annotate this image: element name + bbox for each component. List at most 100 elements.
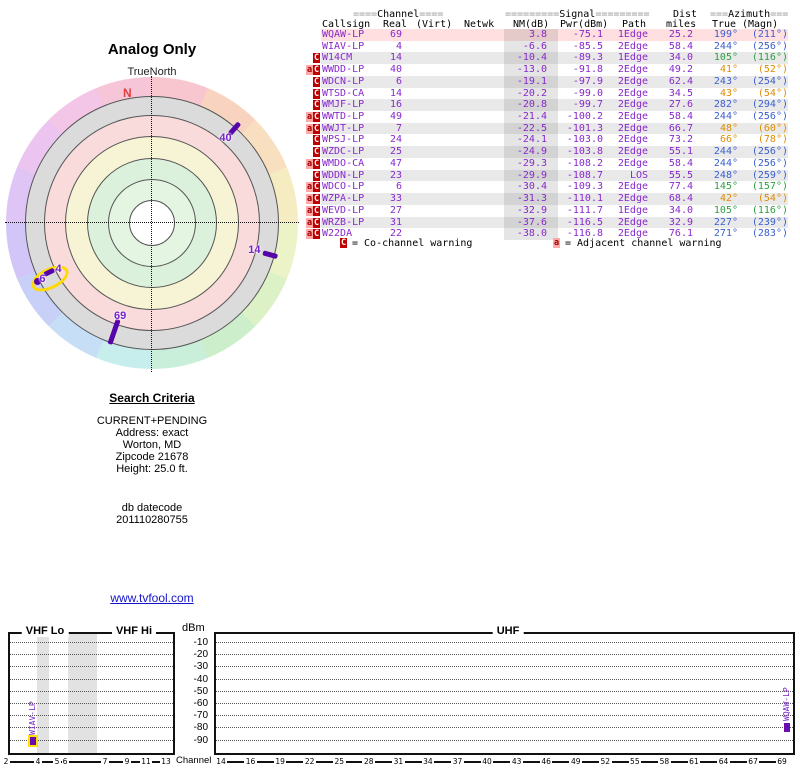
- signal-bar: [30, 737, 36, 745]
- co-channel-warning-icon: C: [313, 112, 320, 123]
- channel-axis-dash: [493, 761, 511, 763]
- table-cell: (254°): [751, 75, 788, 87]
- table-cell: LOS: [629, 169, 648, 181]
- channel-axis-dash: [641, 761, 659, 763]
- vhf-grey-band: [37, 634, 49, 753]
- callsign-cell: WMDO-CA: [322, 157, 365, 169]
- search-criteria-heading: Search Criteria: [109, 391, 195, 405]
- table-cell: -19.1: [516, 75, 547, 87]
- channel-axis-dash: [759, 761, 776, 763]
- table-row: [321, 122, 788, 135]
- table-cell: 282°: [713, 99, 738, 111]
- adjacent-channel-warning-icon: a: [306, 205, 313, 216]
- channel-tick-label: 67: [748, 757, 758, 766]
- table-cell: (256°): [751, 157, 788, 169]
- table-cell: (54°): [757, 193, 788, 205]
- co-channel-warning-icon: C: [313, 158, 320, 169]
- table-cell: 1Edge: [617, 29, 648, 40]
- dbm-gridline: [10, 642, 173, 643]
- table-cell: (78°): [757, 134, 788, 146]
- table-cell: 27: [389, 204, 402, 216]
- signal-bar-label: WQAW-LP: [782, 687, 791, 721]
- table-cell: -24.1: [516, 134, 547, 146]
- table-cell: (54°): [757, 87, 788, 99]
- north-n-label: N: [123, 86, 132, 100]
- table-cell: (116°): [751, 204, 788, 216]
- table-cell: 243°: [713, 75, 738, 87]
- channel-axis-dash: [68, 761, 102, 763]
- channel-label: 14: [248, 244, 261, 257]
- table-cell: 4: [395, 40, 402, 52]
- table-cell: -30.4: [516, 181, 547, 193]
- channel-axis-dash: [700, 761, 718, 763]
- dbm-gridline: [216, 666, 793, 668]
- table-cell: 14: [389, 87, 402, 99]
- table-cell: 55.1: [668, 146, 693, 158]
- table-cell: 40: [389, 64, 402, 76]
- table-cell: (256°): [751, 111, 788, 123]
- adjacent-channel-legend-text: = Adjacent channel warning: [565, 238, 722, 249]
- table-cell: 244°: [713, 40, 738, 52]
- callsign-cell: WZDC-LP: [322, 146, 365, 158]
- callsign-cell: WZPA-LP: [322, 193, 365, 205]
- channel-axis-dash: [227, 761, 245, 763]
- table-cell: -89.3: [572, 52, 603, 64]
- dbm-gridline: [10, 703, 173, 704]
- tvfool-link[interactable]: www.tvfool.com: [110, 591, 194, 605]
- channel-axis-dash: [315, 761, 333, 763]
- table-cell: 244°: [713, 157, 738, 169]
- uhf-chart-box: [214, 632, 795, 755]
- table-column-header: miles: [666, 19, 697, 30]
- table-cell: 105°: [713, 204, 738, 216]
- table-cell: 227°: [713, 216, 738, 228]
- dbm-axis-label: dBm: [182, 622, 205, 634]
- dbm-tick-label: -30: [193, 661, 208, 673]
- channel-tick-label: 37: [452, 757, 463, 766]
- table-cell: -111.7: [566, 204, 603, 216]
- table-cell: 34.5: [668, 87, 693, 99]
- table-cell: -20.2: [516, 87, 547, 99]
- search-criteria-line: Height: 25.0 ft.: [116, 463, 188, 475]
- table-cell: -13.0: [516, 64, 547, 76]
- table-header-group: Dist: [673, 9, 698, 20]
- signal-bar: [784, 723, 790, 732]
- table-cell: -100.2: [566, 111, 603, 123]
- channel-tick-label: 13: [161, 757, 171, 766]
- channel-tick-label: 55: [630, 757, 640, 766]
- dbm-gridline: [10, 715, 173, 717]
- polar-plot-title: Analog Only: [107, 41, 197, 58]
- search-criteria-line: Worton, MD: [122, 439, 182, 451]
- dbm-gridline: [216, 654, 793, 656]
- co-channel-warning-icon: C: [313, 147, 320, 158]
- table-cell: 32.9: [668, 216, 693, 228]
- polar-plot: Analog Only TrueNorth N 40 14 69 4 6: [0, 0, 310, 380]
- co-channel-warning-icon: C: [313, 88, 320, 99]
- table-cell: -29.9: [516, 169, 547, 181]
- east-west-axis: [5, 222, 299, 223]
- table-cell: 14: [389, 52, 402, 64]
- table-cell: -109.3: [566, 181, 603, 193]
- table-cell: -108.7: [566, 169, 603, 181]
- table-cell: -37.6: [516, 216, 547, 228]
- table-cell: -116.8: [566, 228, 603, 240]
- table-cell: -103.8: [566, 146, 603, 158]
- table-cell: -99.7: [572, 99, 603, 111]
- spectrum-chart: -10 -20 -30 -40 -50 -60 -70 -80 -90 dBm Channel VHF…: [0, 620, 800, 768]
- channel-tick-label: 22: [304, 757, 315, 766]
- channel-tick-label: 40: [482, 757, 492, 766]
- db-datecode-line: db datecode: [121, 502, 183, 514]
- table-column-header: Path: [622, 19, 647, 30]
- adjacent-channel-warning-icon: a: [306, 158, 313, 169]
- channel-tick-label: 61: [689, 757, 699, 766]
- channel-tick-label: 34: [423, 757, 433, 766]
- table-cell: 68.4: [668, 193, 693, 205]
- channel-tick-label: 9: [124, 757, 130, 766]
- channel-axis-dash: [41, 761, 54, 763]
- channel-tick-label: 19: [275, 757, 285, 766]
- table-cell: -101.3: [566, 122, 603, 134]
- table-row: [321, 216, 788, 229]
- signal-table: ====Channel==== =========Signal========= D…: [0, 0, 800, 260]
- dbm-gridline: [216, 715, 793, 717]
- table-cell: -97.9: [572, 75, 603, 87]
- table-cell: (294°): [751, 99, 788, 111]
